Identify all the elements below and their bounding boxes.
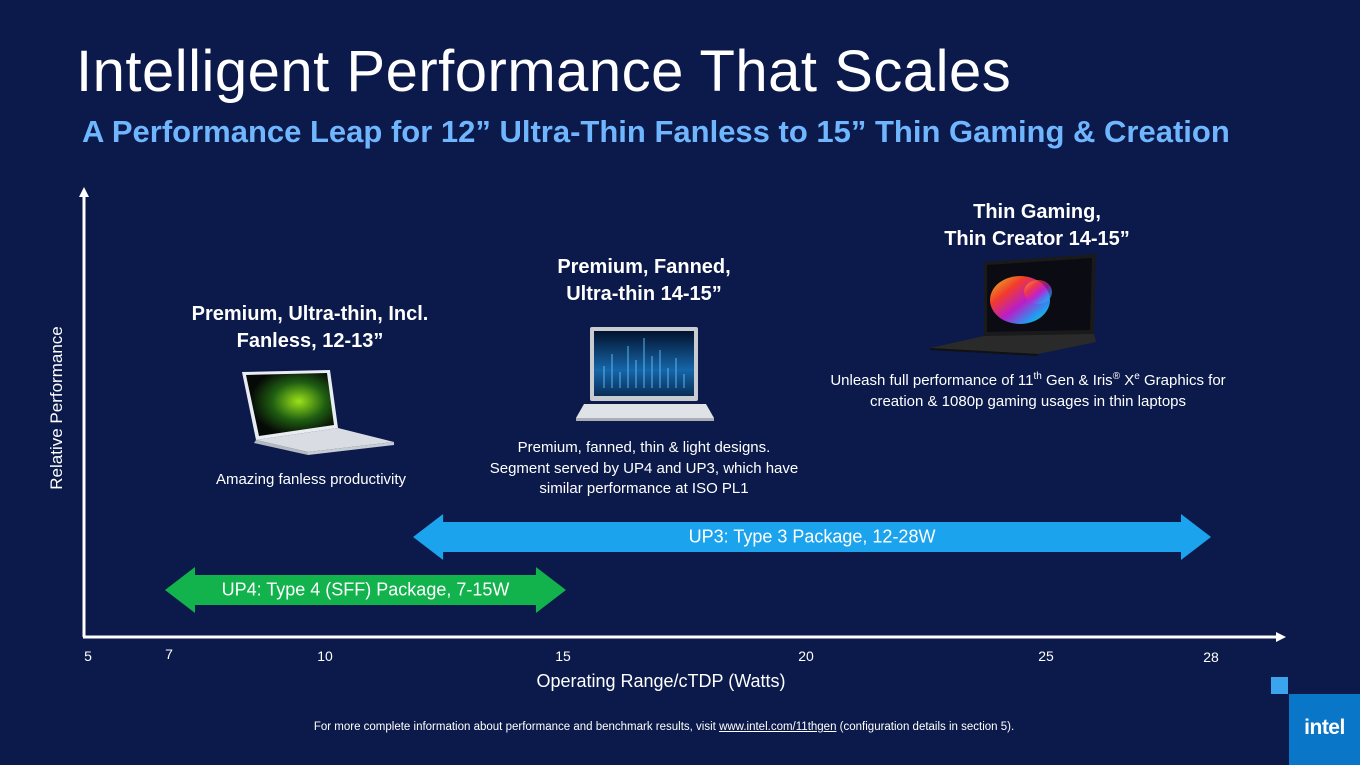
y-axis-label: Relative Performance — [47, 326, 66, 490]
x-tick-label: 10 — [317, 648, 333, 664]
x-tick-label: 7 — [165, 646, 173, 662]
laptop-gaming-image — [930, 254, 1096, 356]
slide-title: Intelligent Performance That Scales — [76, 39, 1012, 104]
segment-desc-text: X — [1120, 372, 1135, 389]
segment-heading-fanned: Premium, Fanned, Ultra-thin 14-15” — [557, 254, 730, 308]
x-tick-label: 5 — [84, 648, 92, 664]
segment-desc-ultrathin: Amazing fanless productivity — [216, 470, 406, 491]
segment-desc-gaming: Unleash full performance of 11th Gen & I… — [830, 367, 1225, 412]
x-tick-label: 20 — [798, 648, 814, 664]
segment-desc-line: Segment served by UP4 and UP3, which hav… — [489, 459, 799, 477]
superscript: th — [1033, 371, 1042, 382]
segment-desc-fanned: Premium, fanned, thin & light designs. S… — [490, 438, 799, 500]
y-axis-arrowhead — [79, 187, 89, 197]
x-tick-label: 15 — [555, 648, 571, 664]
footnote-prefix: For more complete information about perf… — [313, 721, 716, 733]
segment-desc-text: Gen & Iris — [1041, 372, 1113, 389]
segment-desc-text: Graphics for — [1139, 372, 1226, 389]
range-label-up3: UP3: Type 3 Package, 12-28W — [688, 526, 936, 547]
intel-logo: intel — [1289, 694, 1360, 765]
slide-subtitle: A Performance Leap for 12” Ultra-Thin Fa… — [82, 114, 1230, 149]
segment-heading-line: Premium, Fanned, — [557, 256, 731, 278]
x-tick-label: 28 — [1203, 649, 1219, 665]
range-arrow-up3 — [413, 514, 1212, 560]
intel-logo-text: intel — [1304, 716, 1345, 739]
x-axis-label: Operating Range/cTDP (Watts) — [536, 671, 786, 691]
x-axis-arrowhead — [1276, 632, 1286, 642]
x-tick-label: 25 — [1038, 648, 1054, 664]
superscript: ® — [1112, 371, 1121, 382]
segment-heading-line: Fanless, 12-13” — [236, 330, 384, 352]
segment-desc-line: Amazing fanless productivity — [215, 471, 407, 488]
footnote-suffix: (configuration details in section 5). — [839, 721, 1015, 733]
range-arrow-up4 — [165, 567, 566, 613]
segment-desc-line: Premium, fanned, thin & light designs. — [517, 439, 771, 456]
footnote: For more complete information about perf… — [314, 721, 1014, 733]
segment-desc-line: similar performance at ISO PL1 — [539, 480, 749, 497]
segment-heading-line: Thin Creator 14-15” — [944, 228, 1130, 250]
segment-heading-ultrathin: Premium, Ultra-thin, Incl. Fanless, 12-1… — [192, 301, 429, 355]
segment-heading-line: Premium, Ultra-thin, Incl. — [191, 303, 429, 325]
laptop-fanned-image — [576, 327, 714, 421]
laptop-ultrathin-image — [242, 370, 394, 455]
segment-heading-line: Thin Gaming, — [973, 201, 1101, 223]
brand-accent-square — [1271, 677, 1288, 694]
range-label-up4: UP4: Type 4 (SFF) Package, 7-15W — [221, 579, 510, 600]
footnote-link[interactable]: www.intel.com/11thgen — [719, 721, 837, 733]
segment-desc-text: Unleash full performance of 11 — [830, 372, 1034, 389]
superscript: e — [1134, 371, 1140, 382]
segment-heading-line: Ultra-thin 14-15” — [566, 283, 722, 305]
segment-desc-line: creation & 1080p gaming usages in thin l… — [869, 392, 1187, 410]
segment-desc-line: Unleash full performance of 11th Gen & I… — [830, 367, 1225, 392]
segment-heading-gaming: Thin Gaming, Thin Creator 14-15” — [944, 199, 1130, 253]
